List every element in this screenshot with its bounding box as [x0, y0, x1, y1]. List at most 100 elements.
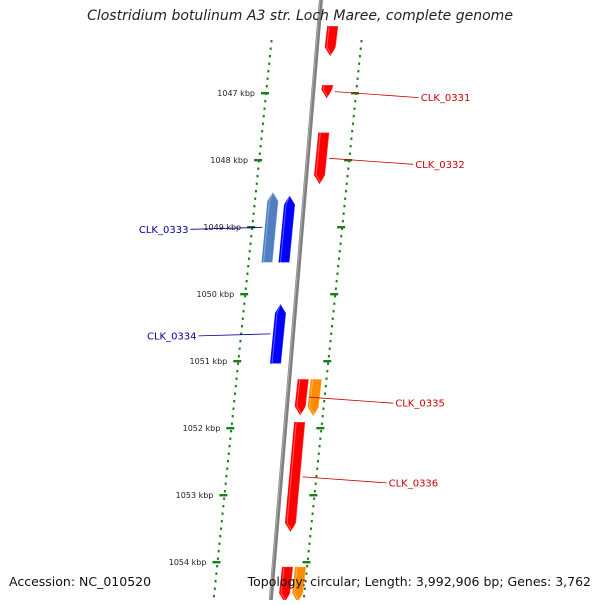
minor-tick-left	[260, 137, 263, 140]
minor-tick-right	[353, 107, 356, 110]
minor-tick-right	[316, 467, 319, 470]
major-tick-left	[240, 293, 249, 296]
minor-tick-right	[351, 122, 354, 125]
minor-tick-right	[306, 557, 309, 560]
minor-tick-right	[342, 212, 345, 215]
minor-tick-right	[322, 407, 325, 410]
gene-arrow-highlight	[309, 378, 323, 418]
minor-tick-left	[233, 392, 236, 395]
gene-label[interactable]: CLK_0331	[421, 93, 471, 104]
minor-tick-right	[351, 130, 354, 133]
gene-label[interactable]: CLK_0335	[395, 399, 445, 410]
gene-arrow[interactable]	[285, 421, 306, 532]
major-tick-left	[247, 226, 256, 229]
minor-tick-left	[270, 40, 273, 43]
minor-tick-left	[248, 250, 251, 253]
gene-arrow[interactable]	[321, 84, 334, 99]
minor-tick-right	[346, 175, 349, 178]
gene-arrow-highlight	[326, 25, 339, 58]
minor-tick-right	[303, 587, 306, 590]
position-scale-label: 1054 kbp	[169, 558, 207, 567]
minor-tick-right	[317, 460, 320, 463]
minor-tick-right	[339, 242, 342, 245]
minor-tick-left	[249, 242, 252, 245]
gene-arrow[interactable]	[292, 566, 307, 603]
minor-tick-right	[358, 55, 361, 58]
minor-tick-left	[219, 535, 222, 538]
minor-tick-left	[268, 55, 271, 58]
minor-tick-left	[245, 280, 248, 283]
minor-tick-right	[323, 392, 326, 395]
chromosome-backbone-highlight	[269, 0, 321, 601]
minor-tick-right	[347, 167, 350, 170]
minor-tick-left	[261, 122, 264, 125]
minor-tick-left	[254, 197, 257, 200]
gene-label[interactable]: CLK_0333	[139, 225, 189, 236]
minor-tick-right	[313, 497, 316, 500]
minor-tick-right	[310, 527, 313, 530]
label-layer: 1047 kbp 1048 kbp 1049 kbp 1050 kbp 1051 kbp…	[139, 89, 470, 567]
position-scale-label: 1051 kbp	[190, 357, 228, 366]
minor-tick-right	[327, 362, 330, 365]
minor-tick-left	[265, 85, 268, 88]
minor-tick-right	[315, 475, 318, 478]
minor-tick-left	[222, 505, 225, 508]
backbone-layer	[268, 0, 323, 601]
minor-tick-right	[348, 152, 351, 155]
gene-arrow-highlight	[322, 84, 334, 100]
gene-arrow-highlight	[315, 132, 330, 186]
minor-tick-left	[259, 145, 262, 148]
minor-tick-left	[224, 482, 227, 485]
minor-tick-right	[310, 520, 313, 523]
major-tick-right	[302, 561, 311, 564]
minor-tick-left	[218, 542, 221, 545]
gene-label[interactable]: CLK_0334	[147, 331, 197, 342]
minor-tick-left	[213, 587, 216, 590]
minor-tick-left	[228, 445, 231, 448]
minor-tick-right	[312, 505, 315, 508]
minor-tick-right	[344, 197, 347, 200]
major-tick-left	[254, 159, 263, 162]
gene-arrow[interactable]	[279, 566, 294, 603]
position-scale-label: 1048 kbp	[210, 156, 248, 165]
major-tick-right	[344, 159, 353, 162]
gene-arrow[interactable]	[294, 379, 309, 416]
minor-tick-right	[333, 302, 336, 305]
minor-tick-right	[308, 542, 311, 545]
genome-summary-text: Topology: circular; Length: 3,992,906 bp…	[247, 574, 591, 589]
position-scale-label: 1047 kbp	[217, 89, 255, 98]
map-title: Clostridium botulinum A3 str. Loch Maree…	[87, 8, 513, 24]
gene-arrow[interactable]	[314, 132, 330, 185]
minor-tick-left	[235, 377, 238, 380]
minor-tick-left	[223, 497, 226, 500]
minor-tick-left	[233, 400, 236, 403]
minor-tick-left	[247, 257, 250, 260]
gene-arrow-highlight	[262, 191, 279, 264]
minor-tick-right	[360, 40, 363, 43]
minor-tick-left	[242, 310, 245, 313]
gene-label[interactable]: CLK_0336	[389, 478, 439, 489]
major-tick-left	[260, 92, 269, 95]
gene-label-leader	[334, 91, 419, 99]
gene-arrow[interactable]	[270, 304, 287, 364]
minor-tick-right	[336, 272, 339, 275]
major-tick-left	[226, 427, 235, 430]
minor-tick-left	[220, 527, 223, 530]
minor-tick-right	[314, 482, 317, 485]
minor-tick-left	[237, 362, 240, 365]
gene-arrow[interactable]	[324, 26, 339, 57]
major-tick-right	[309, 494, 318, 497]
gene-label-leader	[309, 396, 394, 404]
minor-tick-left	[213, 595, 216, 598]
gene-arrow-highlight	[293, 566, 307, 604]
minor-tick-right	[343, 205, 346, 208]
minor-tick-right	[325, 377, 328, 380]
minor-tick-right	[337, 257, 340, 260]
gene-arrow[interactable]	[278, 195, 296, 263]
minor-tick-right	[340, 235, 343, 238]
gene-arrow[interactable]	[261, 192, 279, 263]
gene-arrow-highlight	[286, 421, 306, 533]
gene-label[interactable]: CLK_0332	[415, 160, 465, 171]
